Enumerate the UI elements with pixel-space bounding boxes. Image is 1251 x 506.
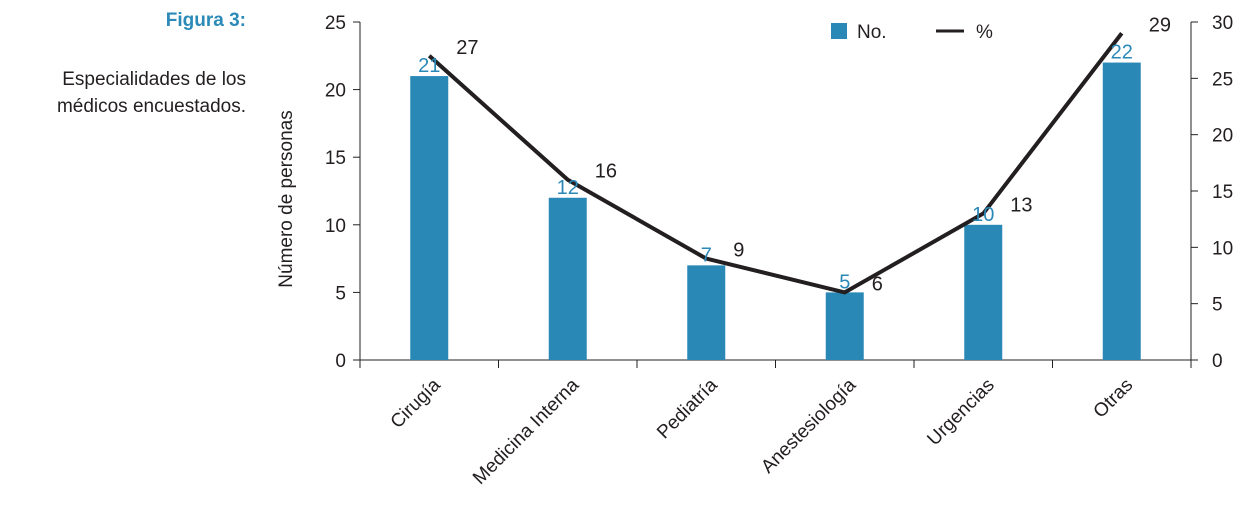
x-tick-label: Medicina Interna <box>469 374 583 488</box>
x-tick-label: Pediatría <box>653 374 722 443</box>
bar-series <box>410 62 1141 361</box>
figure-description: Especialidades de los médicos encuestado… <box>56 69 246 117</box>
y-tick-label-left: 20 <box>325 81 346 102</box>
bar <box>964 224 1003 360</box>
bar <box>410 76 449 360</box>
y-tick-label-right: 0 <box>1212 351 1223 372</box>
y-tick-label-right: 15 <box>1212 182 1233 203</box>
bar-value-label: 12 <box>557 177 579 199</box>
y-tick-label-left: 25 <box>325 13 346 34</box>
figure-label: Figura 3: <box>165 10 246 31</box>
x-tick-label: Otras <box>1090 375 1138 423</box>
percent-line <box>427 32 1124 295</box>
legend-bar-label: No. <box>857 22 887 43</box>
y-axis-title: Número de personas <box>276 110 297 287</box>
line-series <box>427 32 1124 295</box>
percent-value-label: 13 <box>1010 195 1032 217</box>
bar-value-label: 5 <box>839 271 850 293</box>
y-tick-label-left: 10 <box>325 216 346 237</box>
bar-value-label: 7 <box>701 244 712 266</box>
bar <box>825 292 864 360</box>
x-tick-label: Urgencias <box>923 375 998 450</box>
percent-value-label: 16 <box>595 161 617 183</box>
y-tick-label-right: 20 <box>1212 126 1233 147</box>
percent-value-label: 6 <box>872 273 883 295</box>
bar-value-label: 10 <box>972 204 994 226</box>
y-tick-label-left: 15 <box>325 148 346 169</box>
bar <box>687 265 726 360</box>
y-tick-label-right: 25 <box>1212 69 1233 90</box>
y-tick-label-right: 10 <box>1212 238 1233 259</box>
legend: No.% <box>831 22 993 43</box>
data-labels: 21 12 7 5 10 22 27 16 9 6 13 29 <box>418 14 1171 295</box>
legend-bar-swatch <box>831 23 847 39</box>
bar-value-label: 21 <box>418 55 440 77</box>
legend-line-label: % <box>976 22 993 43</box>
bar <box>548 197 587 360</box>
y-tick-label-right: 5 <box>1212 295 1223 316</box>
bar-value-label: 22 <box>1111 42 1133 64</box>
percent-value-label: 27 <box>456 37 478 59</box>
x-tick-label: Anestesiología <box>757 374 860 477</box>
y-tick-label-left: 0 <box>335 351 346 372</box>
x-tick-label: Cirugía <box>387 374 445 432</box>
bar <box>1102 62 1141 361</box>
percent-value-label: 29 <box>1149 14 1171 36</box>
y-tick-label-right: 30 <box>1212 13 1233 34</box>
y-tick-label-left: 5 <box>335 283 346 304</box>
percent-value-label: 9 <box>733 240 744 262</box>
